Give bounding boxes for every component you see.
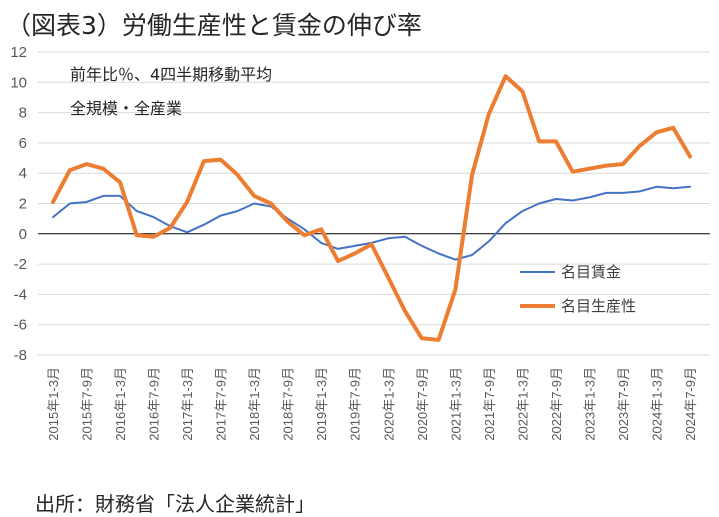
y-tick-label: -6 — [14, 317, 27, 334]
x-tick-label: 2024年1-3月 — [649, 367, 664, 441]
chart-note-1: 前年比％、4四半期移動平均 — [70, 65, 272, 84]
x-tick-label: 2015年7-9月 — [80, 367, 95, 441]
source-note: 出所：財務省「法人企業統計」 — [35, 492, 315, 516]
y-tick-label: 6 — [19, 135, 27, 152]
x-tick-label: 2023年7-9月 — [616, 367, 631, 441]
x-tick-label: 2024年7-9月 — [683, 367, 698, 441]
y-axis-labels: -8 -6 -4 -2 0 2 4 6 8 10 12 — [10, 44, 27, 364]
x-tick-label: 2020年1-3月 — [381, 367, 396, 441]
x-tick-label: 2018年1-3月 — [247, 367, 262, 441]
x-tick-label: 2022年7-9月 — [549, 367, 564, 441]
series-lines — [51, 74, 692, 342]
x-tick-label: 2017年1-3月 — [180, 367, 195, 441]
x-tick-label: 2019年7-9月 — [348, 367, 363, 441]
x-tick-label: 2016年7-9月 — [147, 367, 162, 441]
y-tick-label: -4 — [14, 286, 27, 303]
y-tick-label: -2 — [14, 256, 27, 273]
legend-label-2: 名目生産性 — [561, 297, 636, 315]
y-tick-label: 4 — [19, 165, 27, 182]
x-tick-label: 2018年7-9月 — [281, 367, 296, 441]
gridlines — [38, 51, 710, 356]
x-tick-label: 2015年1-3月 — [46, 367, 61, 441]
chart-title: （図表3）労働生産性と賃金の伸び率 — [6, 11, 422, 40]
x-tick-label: 2021年7-9月 — [482, 367, 497, 441]
x-tick-label: 2017年7-9月 — [214, 367, 229, 441]
x-tick-label: 2022年1-3月 — [515, 367, 530, 441]
y-tick-label: 12 — [10, 44, 27, 61]
series-line-2 — [51, 74, 692, 342]
chart-note-2: 全規模・全産業 — [70, 99, 182, 118]
x-tick-label: 2020年7-9月 — [415, 367, 430, 441]
y-tick-label: 0 — [19, 226, 27, 243]
x-tick-label: 2019年1-3月 — [314, 367, 329, 441]
x-axis-labels: 2015年1-3月 2015年7-9月 2016年1-3月 2016年7-9月 2017… — [46, 367, 698, 441]
x-tick-label: 2016年1-3月 — [113, 367, 128, 441]
y-tick-label: 2 — [19, 196, 27, 213]
y-tick-label: -8 — [14, 347, 27, 364]
legend-label-1: 名目賃金 — [561, 263, 621, 281]
x-tick-label: 2021年1-3月 — [448, 367, 463, 441]
y-tick-label: 10 — [10, 74, 27, 91]
y-tick-label: 8 — [19, 105, 27, 122]
x-tick-label: 2023年1-3月 — [582, 367, 597, 441]
